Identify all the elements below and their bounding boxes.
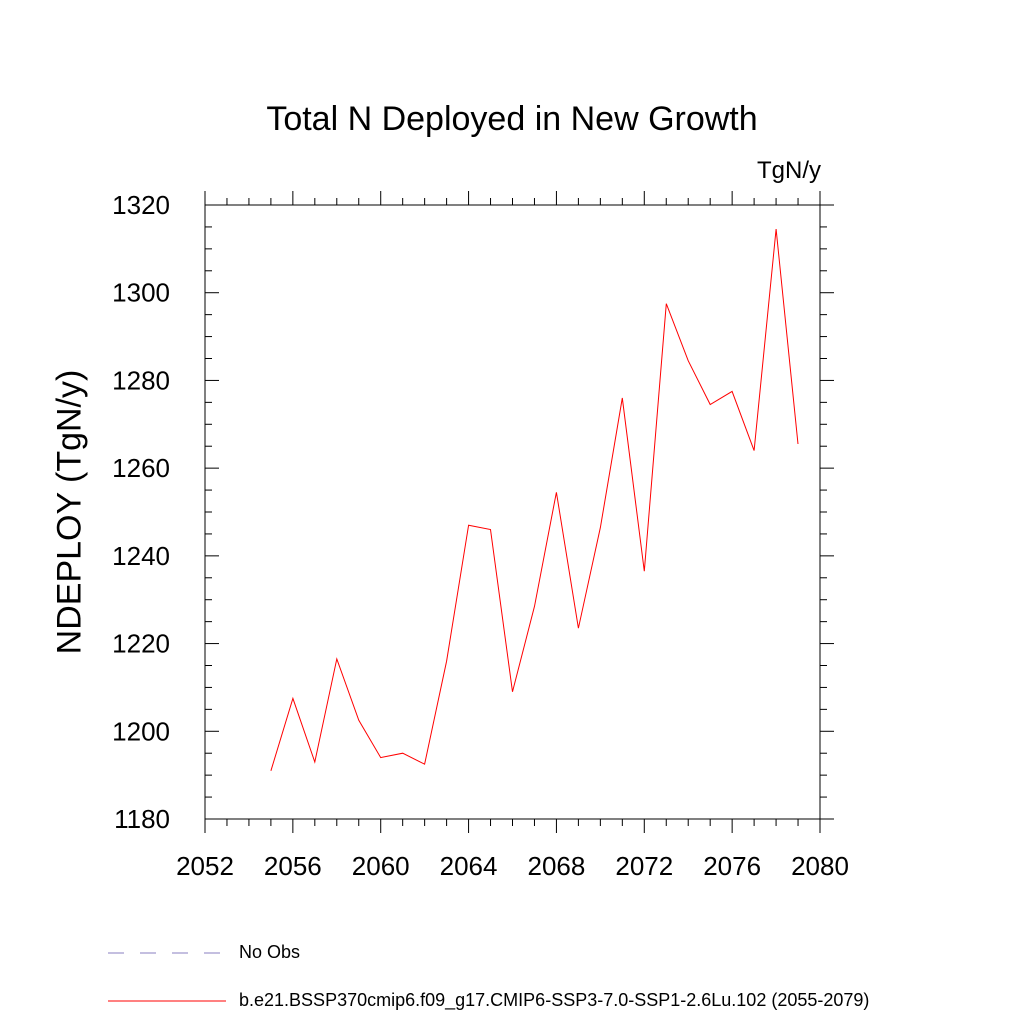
plot-frame: [204, 204, 821, 820]
y-tick-labels: 1180 1200 1220 1240 1260 1280 1300 1320: [112, 190, 170, 834]
y-tick-label: 1260: [112, 453, 170, 483]
minor-ticks: [205, 198, 827, 826]
chart-title: Total N Deployed in New Growth: [266, 100, 758, 138]
x-tick-label: 2080: [791, 851, 849, 881]
legend-lines: [108, 952, 226, 1002]
x-tick-label: 2056: [264, 851, 322, 881]
y-tick-label: 1200: [112, 716, 170, 746]
plot-border: [204, 204, 821, 820]
major-ticks: [204, 191, 834, 833]
x-tick-label: 2072: [615, 851, 673, 881]
y-tick-label: 1320: [112, 190, 170, 220]
y-tick-label: 1180: [114, 804, 170, 834]
legend-label-no-obs: No Obs: [239, 942, 301, 962]
y-tick-label: 1280: [112, 365, 170, 395]
series-layer: [270, 229, 799, 771]
x-tick-label: 2060: [352, 851, 410, 881]
y-axis-label: NDEPLOY (TgN/y): [50, 369, 89, 655]
legend-label-series: b.e21.BSSP370cmip6.f09_g17.CMIP6-SSP3-7.…: [239, 990, 870, 1010]
x-tick-label: 2064: [440, 851, 498, 881]
x-tick-label: 2052: [176, 851, 234, 881]
y-tick-label: 1220: [112, 629, 170, 659]
series-line: [270, 229, 799, 771]
x-tick-label: 2068: [528, 851, 586, 881]
x-tick-labels: 2052 2056 2060 2064 2068 2072 2076 2080: [176, 851, 849, 881]
y-tick-label: 1240: [112, 541, 170, 571]
x-tick-label: 2076: [703, 851, 761, 881]
units-label: TgN/y: [756, 157, 821, 184]
y-tick-label: 1300: [112, 278, 170, 308]
